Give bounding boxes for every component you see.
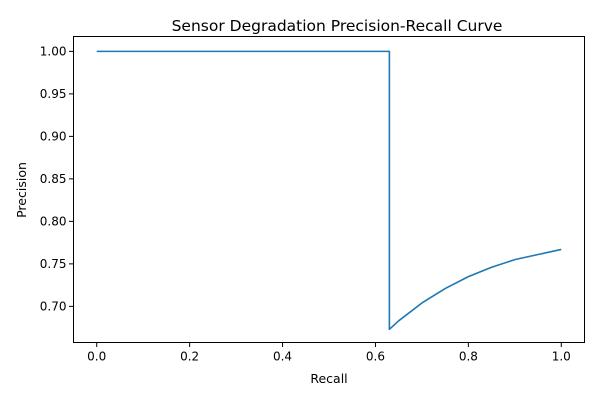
y-axis-label: Precision xyxy=(14,162,29,218)
x-axis-label: Recall xyxy=(310,371,347,386)
plot-frame xyxy=(73,36,585,343)
y-tick-label: 0.80 xyxy=(40,215,67,229)
y-tick-label: 0.70 xyxy=(40,300,67,314)
chart-title: Sensor Degradation Precision-Recall Curv… xyxy=(172,17,503,35)
x-tick-label: 0.6 xyxy=(366,350,385,364)
x-axis: 0.0 0.2 0.4 0.6 0.8 1.0 xyxy=(87,342,571,364)
y-tick-label: 0.90 xyxy=(40,130,67,144)
x-tick-label: 0.2 xyxy=(180,350,199,364)
x-tick-label: 0.0 xyxy=(87,350,106,364)
y-axis: 0.70 0.75 0.80 0.85 0.90 0.95 1.00 xyxy=(40,45,74,314)
y-tick-label: 0.75 xyxy=(40,257,67,271)
y-tick-label: 0.95 xyxy=(40,87,67,101)
x-tick-label: 0.8 xyxy=(459,350,478,364)
y-tick-label: 1.00 xyxy=(40,45,67,59)
pr-curve-line xyxy=(96,50,562,331)
series-layer xyxy=(96,50,562,331)
y-tick-label: 0.85 xyxy=(40,172,67,186)
x-tick-label: 0.4 xyxy=(273,350,292,364)
x-tick-label: 1.0 xyxy=(552,350,571,364)
